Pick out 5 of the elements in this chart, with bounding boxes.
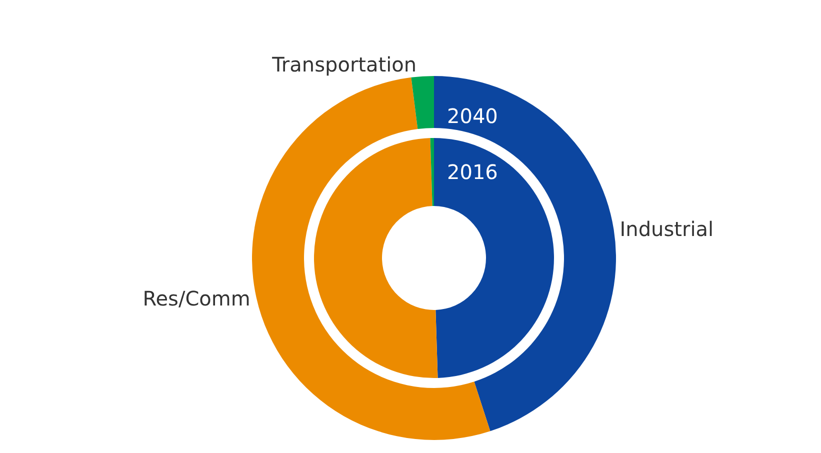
- slice-label: 2040: [447, 104, 498, 128]
- slice-label: 2016: [447, 160, 498, 184]
- slice-label: Transportation: [271, 52, 417, 76]
- slice-label: Res/Comm: [142, 286, 250, 310]
- slice-label: Industrial: [620, 217, 714, 242]
